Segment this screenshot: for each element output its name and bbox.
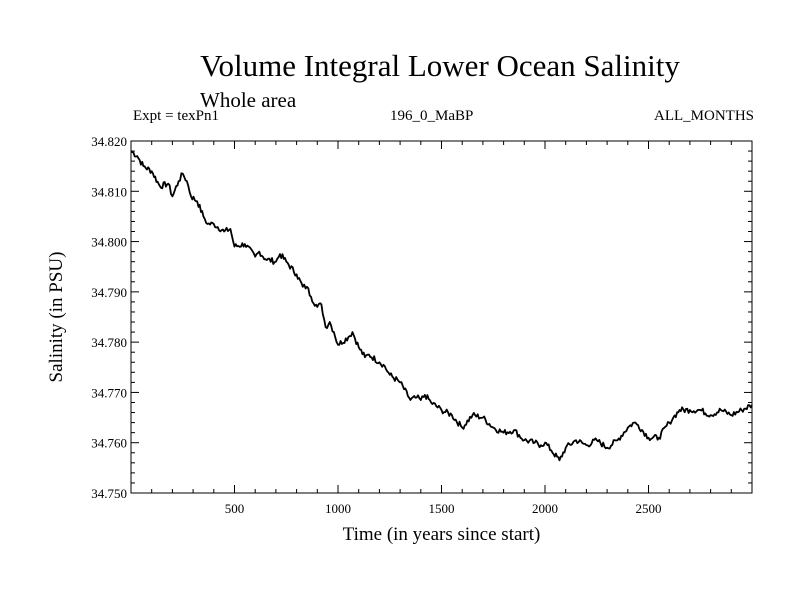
- x-tick-label: 500: [225, 501, 245, 516]
- chart-subtitle: Whole area: [200, 88, 297, 112]
- plot-frame: [130, 140, 753, 494]
- y-tick-label: 34.770: [91, 385, 127, 400]
- y-axis-label: Salinity (in PSU): [46, 252, 67, 383]
- y-tick-label: 34.760: [91, 436, 127, 451]
- y-tick-label: 34.810: [91, 184, 127, 199]
- period-label: 196_0_MaBP: [390, 108, 474, 124]
- months-label: ALL_MONTHS: [654, 108, 754, 124]
- x-axis-label: Time (in years since start): [343, 524, 541, 545]
- y-tick-label: 34.820: [91, 134, 127, 149]
- y-tick-label: 34.790: [91, 285, 127, 300]
- y-tick-label: 34.800: [91, 235, 127, 250]
- experiment-label: Expt = texPn1: [133, 108, 219, 124]
- series-line: [130, 150, 753, 462]
- x-tick-label: 1000: [325, 501, 351, 516]
- y-tick-label: 34.780: [91, 335, 127, 350]
- x-tick-label: 1500: [429, 501, 455, 516]
- x-tick-label: 2000: [532, 501, 558, 516]
- x-tick-label: 2500: [636, 501, 662, 516]
- chart-title: Volume Integral Lower Ocean Salinity: [200, 48, 680, 83]
- y-tick-label: 34.750: [91, 486, 127, 501]
